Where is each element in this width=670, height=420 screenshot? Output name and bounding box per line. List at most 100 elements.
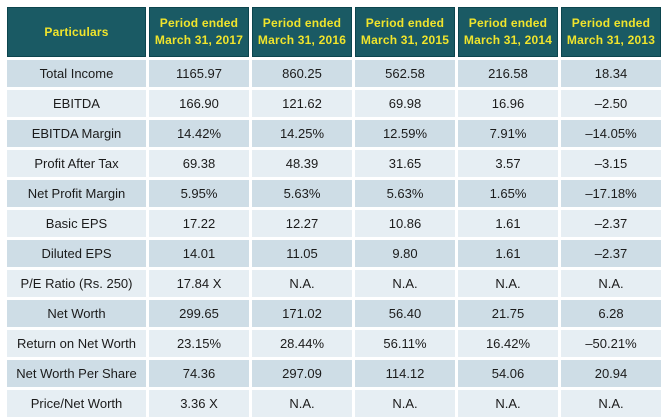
row-label: EBITDA [7, 90, 146, 117]
column-header-period: Period ended March 31, 2013 [561, 7, 661, 57]
row-label: Diluted EPS [7, 240, 146, 267]
period-ended-label: Period ended [468, 15, 548, 30]
table-row: Net Worth 299.65 171.02 56.40 21.75 6.28 [7, 300, 661, 327]
cell-value: –17.18% [561, 180, 661, 207]
cell-value: 18.34 [561, 60, 661, 87]
cell-value: 216.58 [458, 60, 558, 87]
cell-value: –3.15 [561, 150, 661, 177]
cell-value: 114.12 [355, 360, 455, 387]
cell-value: 69.98 [355, 90, 455, 117]
table-row: Net Profit Margin 5.95% 5.63% 5.63% 1.65% –17… [7, 180, 661, 207]
cell-value: 121.62 [252, 90, 352, 117]
cell-value: 54.06 [458, 360, 558, 387]
cell-value: N.A. [252, 390, 352, 417]
cell-value: 12.27 [252, 210, 352, 237]
cell-value: 56.40 [355, 300, 455, 327]
cell-value: 1.61 [458, 210, 558, 237]
financial-summary-table: Particulars Period ended March 31, 2017 Pe… [4, 4, 664, 420]
header-row: Particulars Period ended March 31, 2017 Pe… [7, 7, 661, 57]
cell-value: 69.38 [149, 150, 249, 177]
period-ended-label: Period ended [571, 15, 651, 30]
cell-value: 860.25 [252, 60, 352, 87]
column-header-particulars: Particulars [7, 7, 146, 57]
row-label: Profit After Tax [7, 150, 146, 177]
cell-value: 7.91% [458, 120, 558, 147]
table-row: Net Worth Per Share 74.36 297.09 114.12 54.0… [7, 360, 661, 387]
cell-value: –2.50 [561, 90, 661, 117]
table-row: EBITDA 166.90 121.62 69.98 16.96 –2.50 [7, 90, 661, 117]
table-row: Price/Net Worth 3.36 X N.A. N.A. N.A. N.A. [7, 390, 661, 417]
row-label: Net Worth [7, 300, 146, 327]
period-ended-label: Period ended [365, 15, 445, 30]
cell-value: 12.59% [355, 120, 455, 147]
period-ended-label: Period ended [159, 15, 239, 30]
cell-value: N.A. [252, 270, 352, 297]
cell-value: 16.42% [458, 330, 558, 357]
period-date-label: March 31, 2013 [566, 33, 656, 47]
cell-value: 31.65 [355, 150, 455, 177]
row-label: Net Profit Margin [7, 180, 146, 207]
cell-value: 17.22 [149, 210, 249, 237]
cell-value: 11.05 [252, 240, 352, 267]
column-header-period: Period ended March 31, 2015 [355, 7, 455, 57]
cell-value: 171.02 [252, 300, 352, 327]
cell-value: 16.96 [458, 90, 558, 117]
cell-value: 14.25% [252, 120, 352, 147]
row-label: Total Income [7, 60, 146, 87]
cell-value: 3.36 X [149, 390, 249, 417]
cell-value: 14.42% [149, 120, 249, 147]
cell-value: 5.95% [149, 180, 249, 207]
table-row: Total Income 1165.97 860.25 562.58 216.58 18.… [7, 60, 661, 87]
period-date-label: March 31, 2014 [463, 33, 553, 47]
cell-value: 297.09 [252, 360, 352, 387]
column-header-period: Period ended March 31, 2014 [458, 7, 558, 57]
table-row: EBITDA Margin 14.42% 14.25% 12.59% 7.91% –14.… [7, 120, 661, 147]
cell-value: 21.75 [458, 300, 558, 327]
cell-value: 56.11% [355, 330, 455, 357]
row-label: EBITDA Margin [7, 120, 146, 147]
cell-value: –2.37 [561, 240, 661, 267]
cell-value: N.A. [458, 270, 558, 297]
period-date-label: March 31, 2015 [360, 33, 450, 47]
cell-value: 562.58 [355, 60, 455, 87]
cell-value: 14.01 [149, 240, 249, 267]
cell-value: 3.57 [458, 150, 558, 177]
row-label: Net Worth Per Share [7, 360, 146, 387]
cell-value: 9.80 [355, 240, 455, 267]
cell-value: 48.39 [252, 150, 352, 177]
cell-value: 5.63% [355, 180, 455, 207]
cell-value: –14.05% [561, 120, 661, 147]
cell-value: 28.44% [252, 330, 352, 357]
table-row: Return on Net Worth 23.15% 28.44% 56.11% 16.… [7, 330, 661, 357]
row-label: Return on Net Worth [7, 330, 146, 357]
row-label: P/E Ratio (Rs. 250) [7, 270, 146, 297]
cell-value: 1.61 [458, 240, 558, 267]
period-date-label: March 31, 2017 [154, 33, 244, 47]
cell-value: N.A. [561, 270, 661, 297]
cell-value: N.A. [355, 270, 455, 297]
cell-value: 166.90 [149, 90, 249, 117]
row-label: Basic EPS [7, 210, 146, 237]
cell-value: –50.21% [561, 330, 661, 357]
table-row: Basic EPS 17.22 12.27 10.86 1.61 –2.37 [7, 210, 661, 237]
cell-value: 6.28 [561, 300, 661, 327]
table-row: Diluted EPS 14.01 11.05 9.80 1.61 –2.37 [7, 240, 661, 267]
financials-table: Particulars Period ended March 31, 2017 Pe… [4, 4, 664, 420]
column-header-period: Period ended March 31, 2017 [149, 7, 249, 57]
row-label: Price/Net Worth [7, 390, 146, 417]
period-date-label: March 31, 2016 [257, 33, 347, 47]
table-row: P/E Ratio (Rs. 250) 17.84 X N.A. N.A. N.A. N.… [7, 270, 661, 297]
cell-value: N.A. [355, 390, 455, 417]
cell-value: 23.15% [149, 330, 249, 357]
cell-value: 10.86 [355, 210, 455, 237]
cell-value: 1.65% [458, 180, 558, 207]
column-header-period: Period ended March 31, 2016 [252, 7, 352, 57]
table-row: Profit After Tax 69.38 48.39 31.65 3.57 –3.15 [7, 150, 661, 177]
cell-value: 17.84 X [149, 270, 249, 297]
cell-value: N.A. [458, 390, 558, 417]
cell-value: N.A. [561, 390, 661, 417]
cell-value: 1165.97 [149, 60, 249, 87]
cell-value: 20.94 [561, 360, 661, 387]
cell-value: 5.63% [252, 180, 352, 207]
cell-value: –2.37 [561, 210, 661, 237]
